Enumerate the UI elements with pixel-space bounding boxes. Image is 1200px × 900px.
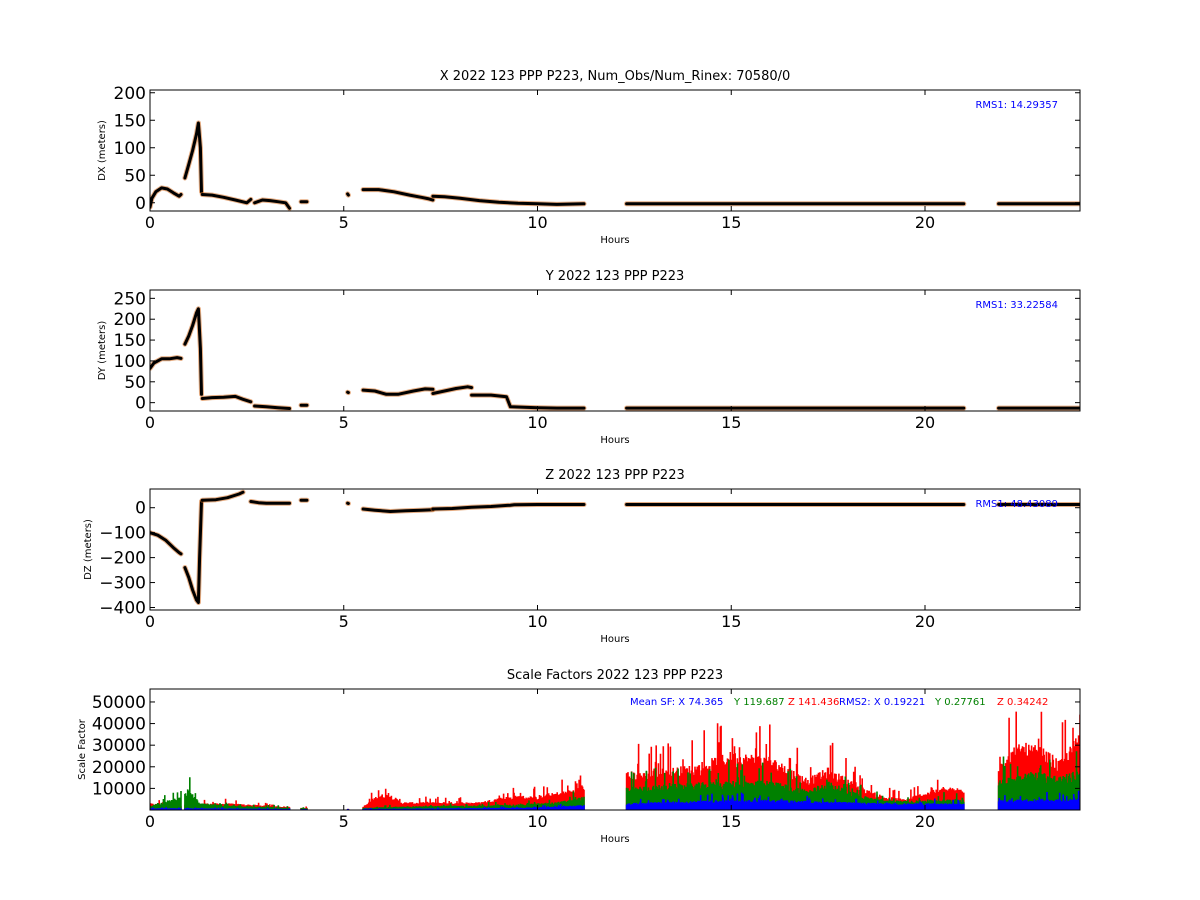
chart-title: X 2022 123 PPP P223, Num_Obs/Num_Rinex: … — [440, 69, 791, 84]
series-segment-8 — [431, 385, 474, 395]
rms-annotation: RMS1: 48.43089 — [975, 499, 1058, 510]
sf-annotation-2: Y 119.687 — [733, 697, 785, 708]
series-segment-4 — [253, 404, 291, 410]
x-tick-label: 20 — [915, 413, 935, 432]
data-area — [150, 306, 1080, 411]
x-axis-label: Hours — [600, 634, 629, 645]
y-tick-label: 30000 — [92, 736, 146, 756]
plot-frame — [149, 688, 1081, 811]
x-tick-label: 10 — [527, 612, 547, 631]
y-tick-label: 50 — [124, 166, 146, 186]
chart-title: Z 2022 123 PPP P223 — [545, 468, 685, 483]
y-tick-label: 50 — [124, 373, 146, 393]
chart-title: Y 2022 123 PPP P223 — [545, 269, 685, 284]
y-tick-label: 20000 — [92, 758, 146, 778]
series-segment-4 — [253, 198, 291, 210]
x-tick-label: 20 — [915, 812, 935, 831]
x-tick-label: 10 — [527, 812, 547, 831]
rms-annotation: RMS1: 14.29357 — [975, 100, 1058, 111]
series-segment-3 — [200, 193, 253, 205]
rms-annotation: RMS1: 33.22584 — [975, 300, 1058, 311]
x-tick-label: 5 — [339, 413, 349, 432]
sf-annotation-3: Z 141.436 — [788, 697, 839, 708]
y-tick-label: 150 — [114, 111, 146, 131]
series-segment-3 — [200, 490, 245, 502]
y-tick-label: 100 — [114, 139, 146, 159]
series-segment-8 — [431, 194, 586, 206]
x-tick-label: 0 — [145, 812, 155, 831]
y-tick-label: 0 — [135, 499, 146, 519]
series-segment-7 — [361, 507, 435, 513]
x-tick-label: 5 — [339, 612, 349, 631]
series-segment-7 — [361, 387, 435, 396]
data-area — [150, 489, 1080, 605]
series-segment-8 — [431, 503, 586, 511]
x-tick-label: 0 — [145, 612, 155, 631]
chart-panel-4: Scale Factors 2022 123 PPP P223 Scale Fac… — [77, 668, 1081, 845]
x-tick-label: 15 — [721, 213, 741, 232]
x-axis-label: Hours — [600, 435, 629, 446]
y-tick-label: 0 — [135, 394, 146, 414]
series-segment-1 — [150, 186, 183, 209]
series-scatter-1 — [150, 711, 1080, 810]
y-tick-label: −100 — [99, 524, 146, 544]
series-segment-2 — [183, 307, 203, 396]
x-tick-label: 15 — [721, 413, 741, 432]
series-segment-2 — [183, 121, 203, 194]
series-segment-2 — [183, 500, 203, 604]
y-axis-label: Scale Factor — [77, 718, 88, 780]
data-area — [150, 120, 1080, 211]
y-tick-label: 10000 — [92, 779, 146, 799]
chart-panel-3: Z 2022 123 PPP P223 DZ (meters) Hours 0 5 10 1… — [83, 468, 1081, 645]
y-tick-label: 200 — [114, 310, 146, 330]
y-tick-label: −400 — [99, 599, 146, 619]
sf-annotation-4: RMS2: X 0.19221 — [839, 697, 925, 708]
plot-frame — [149, 289, 1081, 412]
y-tick-label: 0 — [135, 194, 146, 214]
sf-annotation-1: Mean SF: X 74.365 — [630, 697, 723, 708]
sf-annotation-5: Y 0.27761 — [934, 697, 986, 708]
series-segment-1 — [150, 356, 183, 370]
chart-panel-1: X 2022 123 PPP P223, Num_Obs/Num_Rinex: … — [97, 69, 1081, 246]
x-tick-label: 10 — [527, 213, 547, 232]
x-axis-label: Hours — [600, 235, 629, 246]
y-tick-label: 100 — [114, 352, 146, 372]
x-tick-label: 20 — [915, 213, 935, 232]
plot-frame — [149, 89, 1081, 212]
series-halo-1 — [150, 185, 184, 210]
y-tick-label: −200 — [99, 549, 146, 569]
series-scatter-3 — [150, 790, 1080, 810]
x-tick-label: 0 — [145, 213, 155, 232]
y-axis-label: DX (meters) — [97, 120, 108, 181]
series-segment-6 — [346, 192, 350, 197]
y-tick-label: 200 — [114, 84, 146, 104]
x-tick-label: 10 — [527, 413, 547, 432]
plot-frame — [149, 488, 1081, 611]
data-area — [150, 711, 1080, 810]
series-segment-4 — [249, 500, 291, 505]
y-axis-label: DY (meters) — [97, 321, 108, 381]
series-scatter-2 — [150, 751, 1080, 810]
x-axis-label: Hours — [600, 834, 629, 845]
y-tick-label: 50000 — [92, 693, 146, 713]
x-tick-label: 0 — [145, 413, 155, 432]
y-tick-label: −300 — [99, 574, 146, 594]
y-tick-label: 40000 — [92, 715, 146, 735]
x-tick-label: 5 — [339, 213, 349, 232]
series-segment-7 — [361, 188, 435, 202]
x-tick-label: 5 — [339, 812, 349, 831]
series-segment-9 — [470, 393, 586, 410]
x-tick-label: 15 — [721, 812, 741, 831]
chart-title: Scale Factors 2022 123 PPP P223 — [507, 668, 723, 683]
sf-annotation-6: Z 0.34242 — [997, 697, 1048, 708]
y-tick-label: 250 — [114, 289, 146, 309]
y-axis-label: DZ (meters) — [83, 519, 94, 580]
chart-panel-2: Y 2022 123 PPP P223 DY (meters) Hours 0 5 10 1… — [97, 269, 1081, 446]
x-tick-label: 15 — [721, 612, 741, 631]
x-tick-label: 20 — [915, 612, 935, 631]
series-segment-3 — [200, 394, 253, 404]
y-tick-label: 150 — [114, 331, 146, 351]
series-segment-1 — [150, 531, 183, 556]
